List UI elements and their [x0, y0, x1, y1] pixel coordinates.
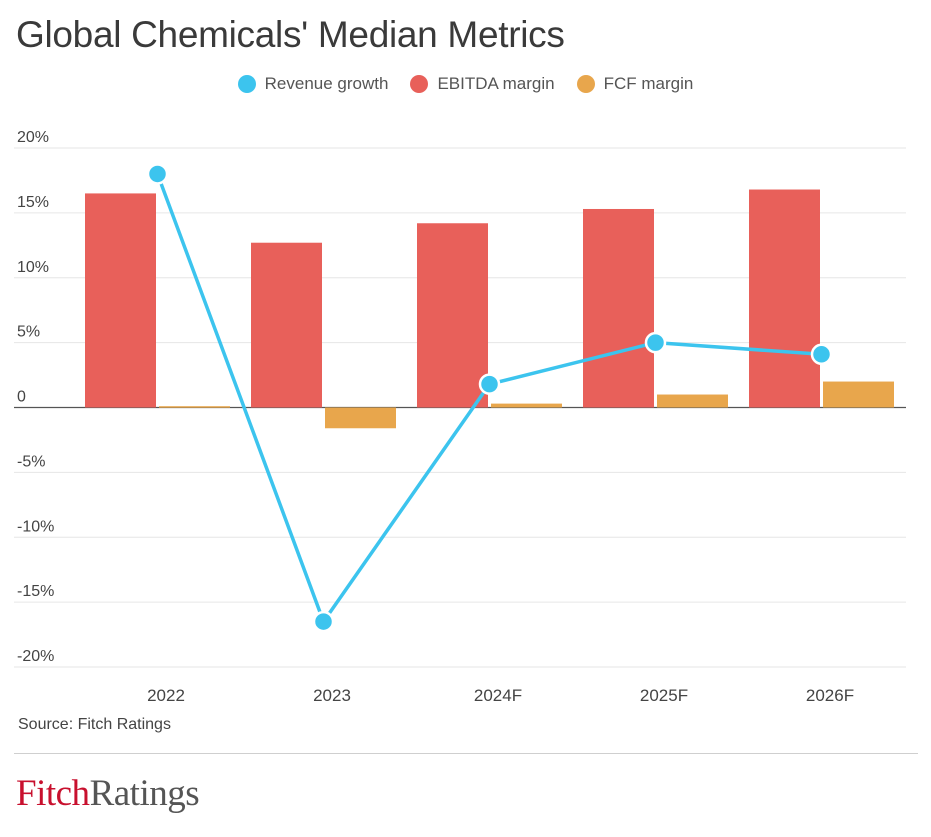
y-tick-label: 5%: [17, 324, 40, 341]
y-tick-label: -10%: [17, 518, 54, 535]
legend-item-ebitda: EBITDA margin: [410, 74, 555, 94]
footer-divider: [14, 753, 918, 754]
legend-swatch-fcf: [576, 75, 595, 93]
legend-swatch-ebitda: [410, 75, 429, 93]
y-tick-label: 15%: [17, 194, 49, 211]
legend-label-ebitda: EBITDA margin: [437, 74, 555, 93]
bar-fcf-margin: [823, 381, 894, 408]
point-revenue-growth: [644, 331, 667, 354]
bar-fcf-margin: [325, 407, 396, 429]
point-revenue-growth: [146, 163, 169, 185]
x-tick-label: 2025F: [640, 686, 688, 705]
point-revenue-growth: [312, 610, 335, 633]
chart-title: Global Chemicals' Median Metrics: [16, 14, 565, 55]
point-revenue-growth: [810, 343, 833, 366]
legend-label-revenue: Revenue growth: [264, 74, 389, 93]
y-tick-label: -5%: [17, 453, 45, 470]
point-revenue-growth: [478, 373, 501, 395]
bar-ebitda-margin: [85, 193, 156, 408]
x-tick-label: 2026F: [806, 686, 854, 705]
bar-ebitda-margin: [583, 208, 654, 408]
y-tick-label: 10%: [17, 259, 49, 276]
x-tick-label: 2024F: [474, 686, 522, 705]
y-tick-label: 0: [17, 389, 26, 406]
legend-label-fcf: FCF margin: [603, 74, 694, 93]
fitch-ratings-logo: FitchRatings: [16, 773, 200, 814]
legend: Revenue growth EBITDA margin FCF margin: [0, 74, 931, 94]
bar-fcf-margin: [491, 403, 562, 408]
legend-item-revenue: Revenue growth: [237, 74, 389, 94]
bar-fcf-margin: [657, 394, 728, 408]
bar-ebitda-margin: [417, 223, 488, 408]
bar-ebitda-margin: [749, 189, 820, 408]
source-note: Source: Fitch Ratings: [18, 716, 171, 733]
bar-ebitda-margin: [251, 242, 322, 408]
bar-fcf-margin: [159, 406, 230, 408]
y-tick-label: -15%: [17, 583, 54, 600]
legend-item-fcf: FCF margin: [576, 74, 694, 94]
x-tick-label: 2023: [313, 686, 351, 705]
legend-swatch-revenue: [237, 75, 256, 93]
chart-area: 20% 15% 10% 5% 0 -5% -10% -15% -20% 2022 2023 2024F…: [14, 129, 906, 705]
y-tick-label: -20%: [17, 648, 54, 665]
y-tick-label: 20%: [17, 129, 49, 146]
x-tick-label: 2022: [147, 686, 185, 705]
